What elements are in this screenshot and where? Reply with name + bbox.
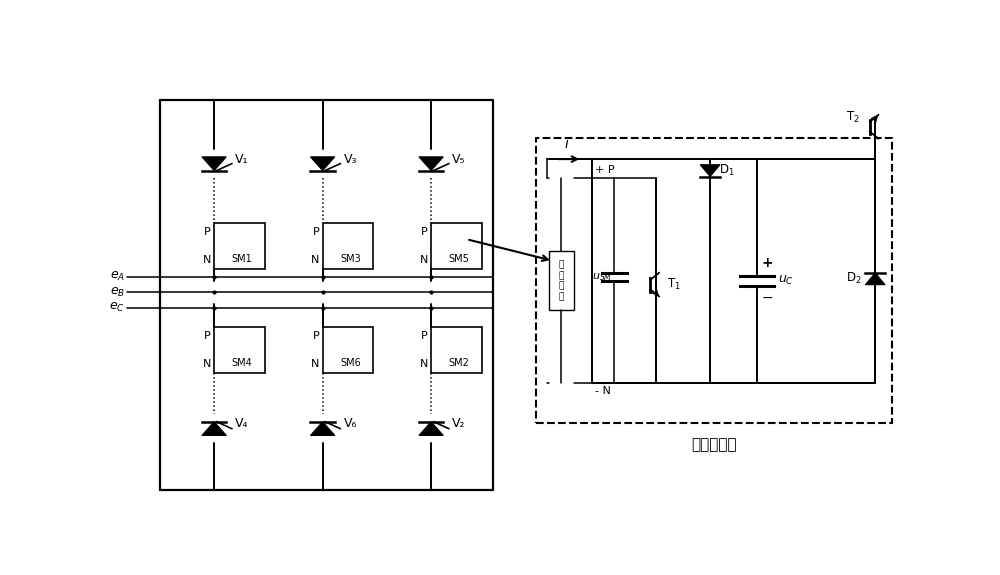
Text: V₃: V₃ — [344, 152, 357, 166]
Text: - N: - N — [595, 386, 611, 396]
Text: −: − — [761, 291, 773, 305]
Text: i: i — [565, 137, 569, 151]
Text: 均
压
回
路: 均 压 回 路 — [559, 260, 564, 301]
Bar — [323, 327, 373, 373]
Bar — [214, 223, 264, 269]
Text: T$_1$: T$_1$ — [667, 277, 681, 292]
Text: D$_1$: D$_1$ — [719, 163, 735, 178]
Polygon shape — [419, 157, 443, 171]
Polygon shape — [310, 157, 335, 171]
Bar — [549, 251, 574, 310]
Text: + P: + P — [595, 165, 615, 175]
Text: N: N — [420, 359, 428, 369]
Text: SM5: SM5 — [448, 254, 469, 264]
Bar — [214, 327, 264, 373]
Text: e$_A$: e$_A$ — [110, 270, 125, 283]
Text: SM2: SM2 — [448, 358, 469, 368]
Text: V₂: V₂ — [452, 417, 466, 431]
Text: P: P — [421, 227, 428, 237]
Text: e$_B$: e$_B$ — [110, 286, 125, 299]
Text: 可控子模块: 可控子模块 — [691, 437, 737, 452]
Text: N: N — [203, 255, 211, 265]
Text: V₄: V₄ — [235, 417, 249, 431]
Text: V₅: V₅ — [452, 152, 466, 166]
Text: N: N — [420, 255, 428, 265]
Polygon shape — [419, 421, 443, 435]
Polygon shape — [202, 157, 226, 171]
Bar — [431, 327, 482, 373]
Polygon shape — [700, 165, 720, 177]
Polygon shape — [865, 273, 885, 285]
Text: SM4: SM4 — [231, 358, 252, 368]
Text: +: + — [761, 255, 773, 270]
Bar — [431, 223, 482, 269]
Text: P: P — [204, 227, 211, 237]
Text: $u_C$: $u_C$ — [778, 274, 794, 288]
Text: SM3: SM3 — [340, 254, 361, 264]
Bar — [536, 139, 892, 423]
Text: V₆: V₆ — [344, 417, 357, 431]
Text: SM1: SM1 — [231, 254, 252, 264]
Text: V₁: V₁ — [235, 152, 249, 166]
Text: P: P — [204, 331, 211, 341]
Text: N: N — [311, 255, 320, 265]
Text: P: P — [421, 331, 428, 341]
Text: P: P — [313, 331, 320, 341]
Text: N: N — [311, 359, 320, 369]
Text: P: P — [313, 227, 320, 237]
Text: $u_{SM}$: $u_{SM}$ — [592, 271, 613, 283]
Text: T$_2$: T$_2$ — [846, 110, 859, 125]
Bar — [323, 223, 373, 269]
Text: N: N — [203, 359, 211, 369]
Text: e$_C$: e$_C$ — [109, 301, 125, 315]
Polygon shape — [310, 421, 335, 435]
Text: D$_2$: D$_2$ — [846, 271, 861, 286]
Text: SM6: SM6 — [340, 358, 361, 368]
Polygon shape — [202, 421, 226, 435]
